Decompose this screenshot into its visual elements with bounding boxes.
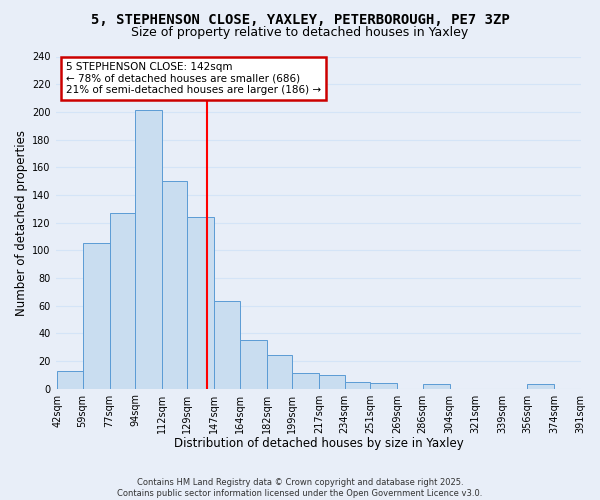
Bar — [527, 384, 554, 388]
Bar — [240, 340, 267, 388]
Text: Contains HM Land Registry data © Crown copyright and database right 2025.
Contai: Contains HM Land Registry data © Crown c… — [118, 478, 482, 498]
Text: 5 STEPHENSON CLOSE: 142sqm
← 78% of detached houses are smaller (686)
21% of sem: 5 STEPHENSON CLOSE: 142sqm ← 78% of deta… — [66, 62, 321, 95]
Bar — [214, 302, 240, 388]
Bar — [83, 244, 110, 388]
Text: 5, STEPHENSON CLOSE, YAXLEY, PETERBOROUGH, PE7 3ZP: 5, STEPHENSON CLOSE, YAXLEY, PETERBOROUG… — [91, 12, 509, 26]
Bar — [110, 213, 135, 388]
Y-axis label: Number of detached properties: Number of detached properties — [15, 130, 28, 316]
Bar — [57, 370, 83, 388]
X-axis label: Distribution of detached houses by size in Yaxley: Distribution of detached houses by size … — [173, 437, 463, 450]
Bar — [162, 181, 187, 388]
Bar — [344, 382, 370, 388]
Bar — [267, 356, 292, 388]
Bar — [370, 383, 397, 388]
Bar — [422, 384, 449, 388]
Text: Size of property relative to detached houses in Yaxley: Size of property relative to detached ho… — [131, 26, 469, 39]
Bar — [292, 374, 319, 388]
Bar — [319, 375, 344, 388]
Bar — [135, 110, 162, 388]
Bar — [187, 217, 214, 388]
